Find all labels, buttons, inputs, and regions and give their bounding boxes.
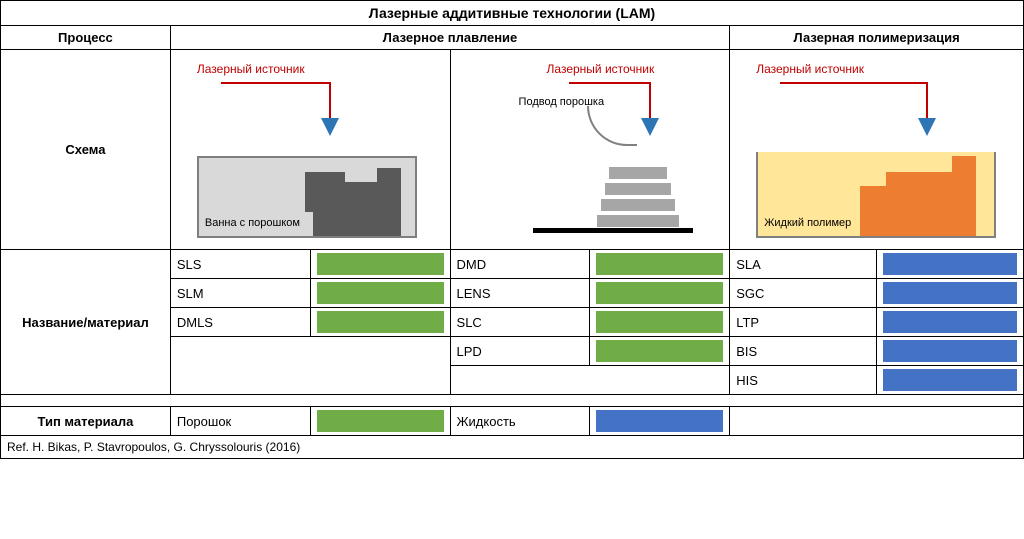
- swatch-col1-0: [310, 250, 450, 279]
- vat-part-main: [886, 172, 976, 236]
- name-col2-0: DMD: [450, 250, 590, 279]
- name-col3-4: HIS: [730, 366, 877, 395]
- powder-feed-swoosh: [587, 106, 637, 146]
- name-col3-1: SGC: [730, 279, 877, 308]
- swatch-col2-1: [590, 279, 730, 308]
- material-powder-label: Порошок: [170, 407, 310, 436]
- row-label-scheme: Схема: [1, 50, 171, 250]
- lam-table: Лазерные аддитивные технологии (LAM) Про…: [0, 0, 1024, 459]
- baseplate: [533, 228, 693, 233]
- part-block-3: [305, 172, 345, 212]
- empty-col1: [170, 337, 450, 395]
- name-col1-1: SLM: [170, 279, 310, 308]
- liquid-polymer-label: Жидкий полимер: [764, 217, 851, 230]
- laser-vert-2: [649, 82, 651, 120]
- material-powder-swatch: [310, 407, 450, 436]
- swatch-col2-3: [590, 337, 730, 366]
- name-col1-0: SLS: [170, 250, 310, 279]
- laser-label-3: Лазерный источник: [756, 62, 864, 76]
- name-col3-2: LTP: [730, 308, 877, 337]
- nozzle-icon-1: [321, 118, 339, 136]
- nozzle-icon-3: [918, 118, 936, 136]
- material-liquid-label: Жидкость: [450, 407, 590, 436]
- part-block-2: [377, 168, 401, 182]
- title-cell: Лазерные аддитивные технологии (LAM): [1, 1, 1024, 26]
- nozzle-icon-2: [641, 118, 659, 136]
- diagram-ded: Лазерный источник Подвод порошка: [450, 50, 730, 250]
- laser-vert-3: [926, 82, 928, 120]
- swatch-col2-0: [590, 250, 730, 279]
- names-row-1: Название/материал SLS DMD SLA: [1, 250, 1024, 279]
- name-col2-2: SLC: [450, 308, 590, 337]
- header-melting: Лазерное плавление: [170, 26, 729, 50]
- title-row: Лазерные аддитивные технологии (LAM): [1, 1, 1024, 26]
- laser-horiz-1: [221, 82, 331, 84]
- layer-2: [601, 199, 675, 211]
- laser-label-1: Лазерный источник: [197, 62, 305, 76]
- header-row: Процесс Лазерное плавление Лазерная поли…: [1, 26, 1024, 50]
- reference-row: Ref. H. Bikas, P. Stavropoulos, G. Chrys…: [1, 436, 1024, 459]
- layer-1: [597, 215, 679, 227]
- name-col3-3: BIS: [730, 337, 877, 366]
- swatch-col1-1: [310, 279, 450, 308]
- powder-bath-label: Ванна с порошком: [205, 217, 300, 230]
- laser-vert-1: [329, 82, 331, 120]
- row-label-name-material: Название/материал: [1, 250, 171, 395]
- diagram-powder-bed: Лазерный источник Ванна с порошком: [170, 50, 450, 250]
- row-label-material-type: Тип материала: [1, 407, 171, 436]
- swatch-col3-0: [877, 250, 1024, 279]
- scheme-row: Схема Лазерный источник Ванна с порошком…: [1, 50, 1024, 250]
- vat-frame: Жидкий полимер: [756, 152, 996, 238]
- diagram-vat: Лазерный источник Жидкий полимер: [730, 50, 1024, 250]
- name-col1-2: DMLS: [170, 308, 310, 337]
- spacer-row: [1, 395, 1024, 407]
- material-type-row: Тип материала Порошок Жидкость: [1, 407, 1024, 436]
- name-col2-3: LPD: [450, 337, 590, 366]
- reference-cell: Ref. H. Bikas, P. Stavropoulos, G. Chrys…: [1, 436, 1024, 459]
- header-process: Процесс: [1, 26, 171, 50]
- empty-col2: [450, 366, 730, 395]
- lam-table-container: Лазерные аддитивные технологии (LAM) Про…: [0, 0, 1024, 459]
- powder-bed-frame: Ванна с порошком: [197, 156, 417, 238]
- laser-horiz-3: [780, 82, 928, 84]
- header-polymerization: Лазерная полимеризация: [730, 26, 1024, 50]
- name-col3-0: SLA: [730, 250, 877, 279]
- laser-horiz-2: [569, 82, 651, 84]
- layer-4: [609, 167, 667, 179]
- layer-3: [605, 183, 671, 195]
- material-type-empty: [730, 407, 1024, 436]
- swatch-col3-4: [877, 366, 1024, 395]
- material-liquid-swatch: [590, 407, 730, 436]
- swatch-col3-2: [877, 308, 1024, 337]
- vat-part-left: [860, 186, 896, 236]
- swatch-col3-3: [877, 337, 1024, 366]
- name-col2-1: LENS: [450, 279, 590, 308]
- swatch-col3-1: [877, 279, 1024, 308]
- swatch-col2-2: [590, 308, 730, 337]
- vat-part-top: [952, 156, 976, 172]
- swatch-col1-2: [310, 308, 450, 337]
- laser-label-2: Лазерный источник: [547, 62, 655, 76]
